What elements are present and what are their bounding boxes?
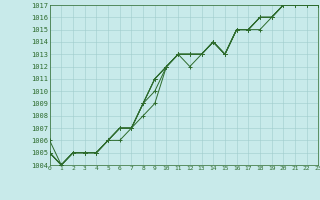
Text: Graphe pression niveau de la mer (hPa): Graphe pression niveau de la mer (hPa) (65, 186, 255, 195)
